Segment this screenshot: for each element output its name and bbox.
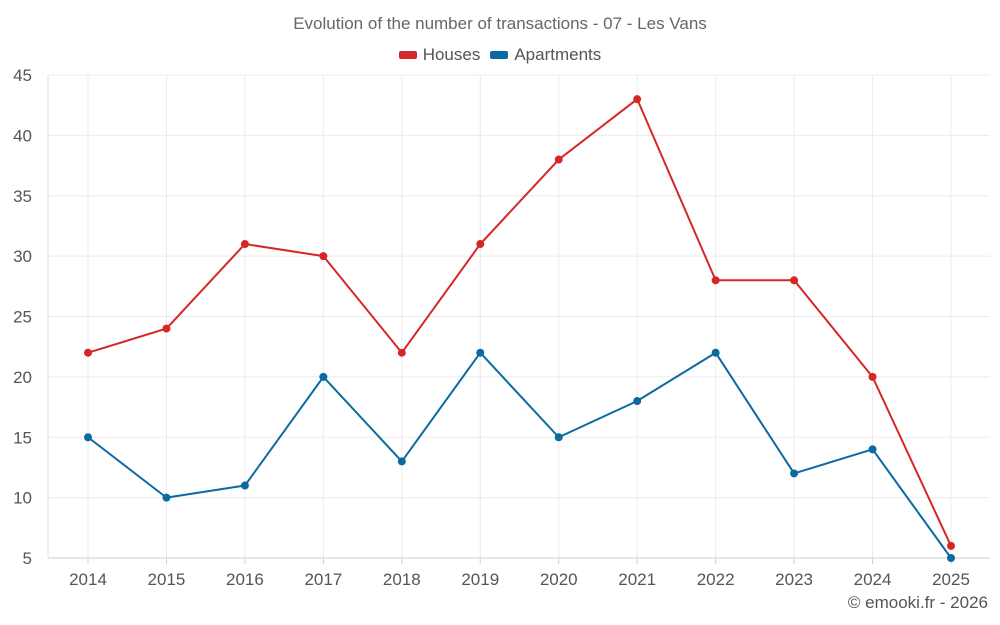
x-tick-label: 2024: [854, 570, 892, 589]
legend-swatch-houses: [398, 51, 417, 59]
legend-label-houses: Houses: [422, 45, 481, 64]
data-point-apartments[interactable]: [397, 457, 406, 466]
data-point-houses[interactable]: [947, 541, 955, 550]
data-point-houses[interactable]: [633, 95, 642, 104]
x-tick-label: 2018: [383, 570, 421, 589]
data-point-houses[interactable]: [240, 240, 249, 249]
chart-title: Evolution of the number of transactions …: [293, 14, 707, 33]
x-tick-label: 2014: [69, 570, 107, 589]
data-point-houses[interactable]: [319, 252, 328, 261]
data-point-houses[interactable]: [711, 276, 720, 285]
legend-label-apartments: Apartments: [514, 45, 602, 64]
data-point-apartments[interactable]: [554, 433, 563, 442]
y-tick-label: 25: [13, 308, 32, 327]
data-point-apartments[interactable]: [790, 469, 799, 478]
y-tick-label: 10: [13, 489, 32, 508]
data-point-houses[interactable]: [868, 372, 877, 381]
data-point-apartments[interactable]: [162, 493, 171, 502]
y-tick-label: 30: [13, 247, 32, 266]
grid-lines: [48, 74, 990, 558]
data-point-apartments[interactable]: [711, 348, 720, 357]
legend-item-houses[interactable]: Houses: [398, 45, 481, 65]
y-tick-label: 35: [13, 187, 32, 206]
copyright-credit: © emooki.fr - 2026: [847, 593, 988, 612]
data-point-apartments[interactable]: [947, 554, 955, 562]
data-point-apartments[interactable]: [476, 348, 485, 357]
x-tick-label: 2022: [697, 570, 735, 589]
data-point-houses[interactable]: [84, 348, 92, 357]
x-tick-label: 2017: [304, 570, 342, 589]
y-tick-label: 40: [13, 126, 32, 145]
data-point-houses[interactable]: [790, 276, 799, 285]
data-point-houses[interactable]: [162, 324, 171, 333]
data-point-apartments[interactable]: [868, 445, 877, 454]
series-layer: [84, 95, 955, 562]
legend-item-apartments[interactable]: Apartments: [490, 45, 601, 65]
x-tick-label: 2025: [932, 570, 970, 589]
data-point-apartments[interactable]: [84, 433, 92, 442]
legend: Houses Apartments: [0, 45, 1000, 65]
data-point-apartments[interactable]: [319, 372, 328, 381]
x-tick-label: 2023: [775, 570, 813, 589]
data-point-houses[interactable]: [554, 155, 563, 164]
y-tick-label: 45: [13, 66, 32, 85]
series-line-houses: [87, 98, 952, 547]
data-point-houses[interactable]: [476, 240, 485, 249]
x-tick-label: 2021: [618, 570, 656, 589]
x-tick-label: 2015: [148, 570, 186, 589]
y-tick-label: 20: [13, 368, 32, 387]
y-tick-label: 15: [13, 428, 32, 447]
y-tick-label: 5: [23, 549, 32, 568]
x-tick-label: 2020: [540, 570, 578, 589]
data-point-apartments[interactable]: [633, 397, 642, 406]
series-line-apartments: [87, 351, 952, 559]
x-tick-label: 2016: [226, 570, 264, 589]
data-point-apartments[interactable]: [240, 481, 249, 490]
legend-swatch-apartments: [490, 51, 509, 59]
data-point-houses[interactable]: [397, 348, 406, 357]
x-tick-label: 2019: [461, 570, 499, 589]
